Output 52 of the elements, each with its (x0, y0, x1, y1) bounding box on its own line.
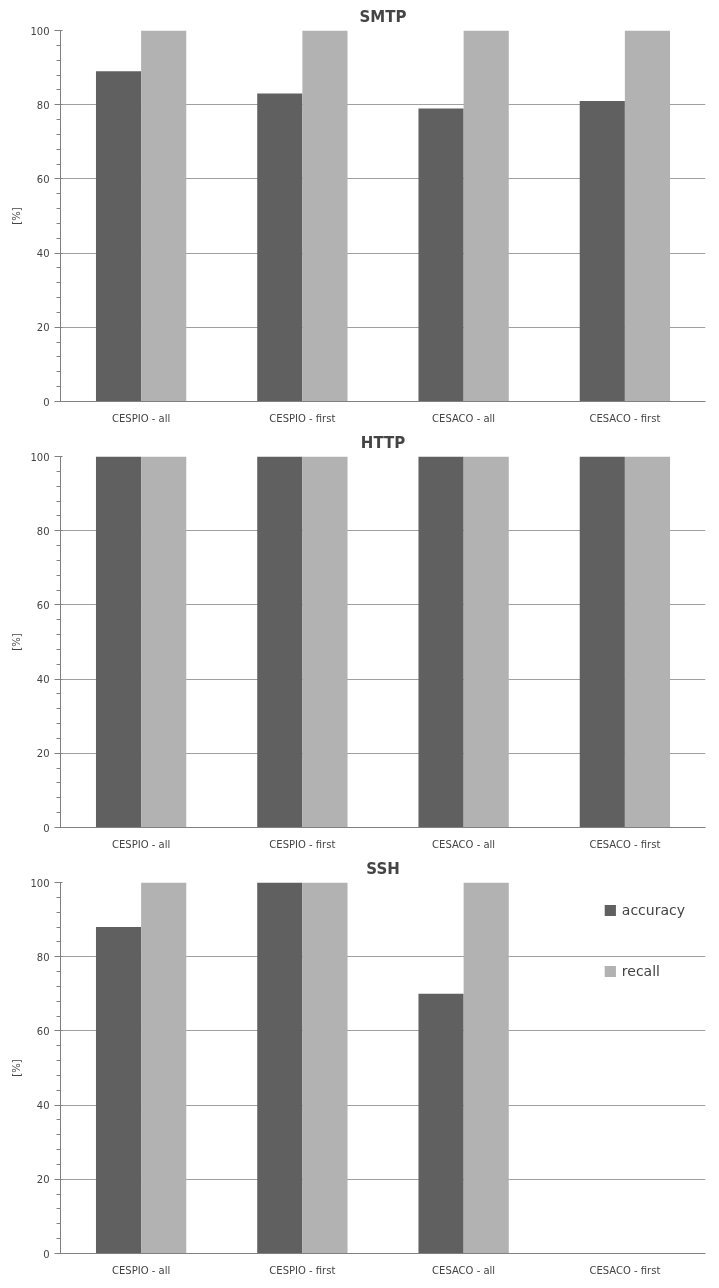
y-tick-label: 100 (30, 451, 50, 463)
y-axis-title: [%] (11, 633, 23, 651)
y-tick-label: 60 (36, 599, 50, 611)
y-tick-label: 20 (36, 322, 50, 334)
x-tick-label: CESACO - all (432, 838, 496, 850)
bar (302, 30, 348, 402)
chart-title: HTTP (360, 433, 406, 452)
bar (95, 927, 142, 1254)
bar (141, 30, 187, 402)
y-tick-label: 0 (43, 1248, 50, 1260)
bar (418, 108, 464, 402)
y-axis-title: [%] (11, 207, 23, 225)
x-tick-label: CESPIO - all (112, 1264, 171, 1276)
y-tick-label: 100 (30, 877, 50, 889)
x-tick-label: CESACO - first (589, 1264, 661, 1276)
y-tick-label: 40 (36, 248, 50, 260)
x-tick-label: CESACO - all (432, 1264, 496, 1276)
y-tick-label: 100 (30, 25, 50, 37)
x-tick-label: CESPIO - all (112, 838, 171, 850)
x-tick-label: CESPIO - all (112, 412, 171, 424)
y-tick-label: 80 (36, 99, 50, 111)
bar (418, 993, 464, 1254)
y-tick-label: 20 (36, 748, 50, 760)
bar (579, 100, 625, 402)
y-tick-label: 80 (36, 951, 50, 963)
bar (463, 30, 509, 402)
y-tick-label: 0 (43, 822, 50, 834)
bar (141, 882, 187, 1254)
y-tick-label: 60 (36, 1025, 50, 1037)
y-tick-label: 40 (36, 674, 50, 686)
x-tick-label: CESPIO - first (269, 1264, 336, 1276)
y-axis-title: [%] (11, 1059, 23, 1077)
legend-label: recall (621, 963, 660, 979)
chart-title: SMTP (359, 7, 407, 26)
bar (95, 71, 142, 402)
x-tick-label: CESACO - first (589, 838, 661, 850)
y-tick-label: 60 (36, 173, 50, 185)
chart-title: SSH (366, 859, 400, 878)
legend-label: accuracy (621, 902, 685, 918)
bar (463, 882, 509, 1254)
x-tick-label: CESPIO - first (269, 412, 336, 424)
y-tick-label: 80 (36, 525, 50, 537)
y-tick-label: 40 (36, 1100, 50, 1112)
x-tick-label: CESACO - first (589, 412, 661, 424)
bar (302, 882, 348, 1254)
bar (257, 882, 303, 1254)
x-tick-label: CESACO - all (432, 412, 496, 424)
bar (257, 93, 303, 402)
bar (624, 30, 671, 402)
y-tick-label: 0 (43, 396, 50, 408)
x-tick-label: CESPIO - first (269, 838, 336, 850)
y-tick-label: 20 (36, 1174, 50, 1186)
